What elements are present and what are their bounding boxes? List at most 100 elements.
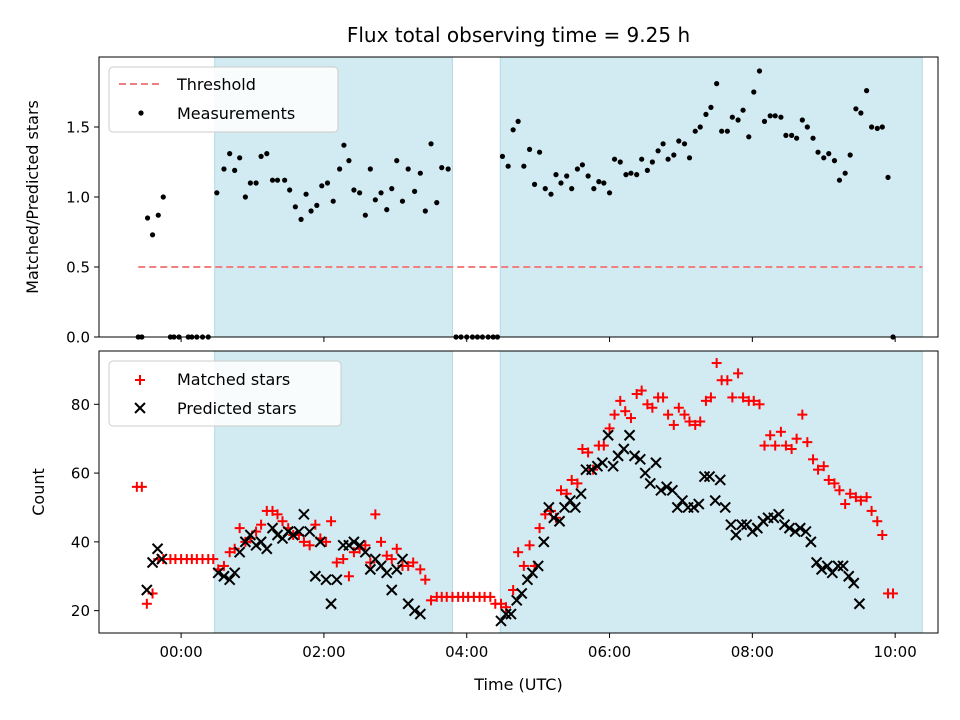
matched-stars-point: [813, 464, 824, 475]
predicted-stars-point: [396, 553, 409, 565]
measurements-point: [719, 128, 725, 134]
matched-stars-point: [426, 595, 437, 606]
matched-stars-point: [508, 585, 519, 596]
measurements-point: [665, 156, 671, 162]
matched-stars-point: [598, 440, 609, 451]
measurements-point: [676, 138, 682, 144]
matched-stars-point: [647, 402, 658, 413]
measurements-point: [515, 118, 521, 124]
predicted-stars-point: [800, 525, 812, 538]
measurements-point: [885, 174, 891, 180]
matched-stars-point: [840, 499, 851, 510]
predicted-stars-point: [778, 518, 791, 531]
matched-stars-point: [738, 392, 749, 403]
predicted-stars-point: [709, 494, 721, 507]
measurements-point: [372, 197, 378, 203]
measurements-point: [767, 113, 773, 119]
matched-stars-point: [695, 416, 706, 427]
measurements-point: [324, 180, 331, 186]
matched-stars-point: [866, 505, 877, 516]
measurements-point: [319, 183, 325, 189]
matched-stars-point: [555, 485, 566, 496]
measurements-point: [417, 170, 423, 176]
count-y-tick-label: 20: [71, 602, 90, 620]
measurements-point: [330, 198, 336, 204]
measurements-point: [617, 159, 623, 165]
measurements-point: [697, 124, 703, 130]
measurements-point: [724, 128, 730, 134]
predicted-stars-point: [408, 604, 421, 617]
ratio-y-tick-label: 1.5: [66, 119, 90, 137]
ratio-y-tick-label: 1.0: [66, 189, 90, 207]
count-x-tick-label: 04:00: [445, 643, 488, 661]
predicted-stars-point: [644, 477, 656, 490]
measurements-point: [863, 88, 870, 94]
matched-stars-point: [770, 440, 781, 451]
predicted-stars-point: [261, 543, 273, 555]
predicted-stars-point: [391, 563, 403, 576]
predicted-stars-point: [521, 573, 534, 586]
measurements-point: [644, 167, 650, 173]
measurements-point: [298, 216, 304, 222]
measurements-point: [149, 232, 156, 238]
count-legend-box: [108, 360, 342, 427]
threshold-legend-label: Threshold: [176, 75, 256, 94]
measurements-point: [237, 155, 243, 161]
predicted-stars-point: [250, 539, 262, 552]
matched-stars-point: [136, 481, 147, 492]
predicted-stars-point: [293, 525, 305, 538]
matched-stars-point: [524, 540, 535, 551]
matched-stars-point: [684, 416, 695, 427]
measurements-point: [815, 149, 821, 155]
ratio-y-tick-label: 0.5: [66, 259, 90, 277]
matched-stars-point: [636, 385, 647, 396]
count-panel-frame: [98, 350, 939, 634]
matched-stars-point: [272, 509, 283, 520]
measurements-point: [623, 172, 629, 178]
matched-stars-point: [141, 598, 152, 609]
count-y-tick-label: 60: [71, 465, 90, 483]
matched-stars-point: [888, 588, 899, 599]
predicted-stars-point: [228, 567, 241, 579]
measurements-point: [799, 117, 805, 123]
measurements-point: [874, 125, 880, 131]
measurements-point: [671, 152, 677, 158]
predicted-stars-point: [212, 567, 224, 579]
measurements-point: [740, 107, 746, 113]
measurements-point: [794, 135, 800, 141]
measurements-point: [548, 191, 554, 197]
measurements-point: [634, 172, 640, 178]
predicted-stars-point: [655, 484, 667, 496]
measurements-point: [405, 166, 411, 172]
predicted-stars-point: [832, 560, 844, 572]
predicted-stars-point: [810, 556, 823, 569]
predicted-stars-point: [843, 570, 855, 582]
predicted-stars-point: [244, 529, 257, 541]
matched-stars-point: [818, 461, 829, 472]
matched-stars-point: [234, 523, 245, 534]
measurements-point: [287, 187, 293, 193]
matched-stars-point: [855, 495, 866, 506]
predicted-stars-point: [282, 525, 294, 538]
measurements-point: [542, 186, 548, 192]
measurements-legend-label: Measurements: [177, 104, 295, 123]
measurements-point: [714, 81, 720, 87]
measurements-point: [628, 170, 634, 176]
measurements-point: [308, 208, 314, 214]
measurements-point: [232, 167, 238, 173]
measurements-point: [591, 186, 597, 192]
predicted-stars-point: [505, 608, 517, 620]
matched-stars-point: [754, 399, 765, 410]
matched-stars-point: [326, 516, 337, 527]
predicted-stars-point: [719, 501, 731, 514]
predicted-stars-point: [698, 470, 711, 483]
measurements-point: [569, 186, 575, 192]
measurements-point: [337, 166, 343, 172]
matched-stars-point: [420, 574, 431, 585]
measurements-point: [574, 166, 581, 172]
predicted-stars-point: [314, 536, 327, 548]
matched-stars-point: [577, 444, 588, 455]
measurements-point: [274, 177, 281, 183]
predicted-stars-point: [634, 453, 646, 466]
